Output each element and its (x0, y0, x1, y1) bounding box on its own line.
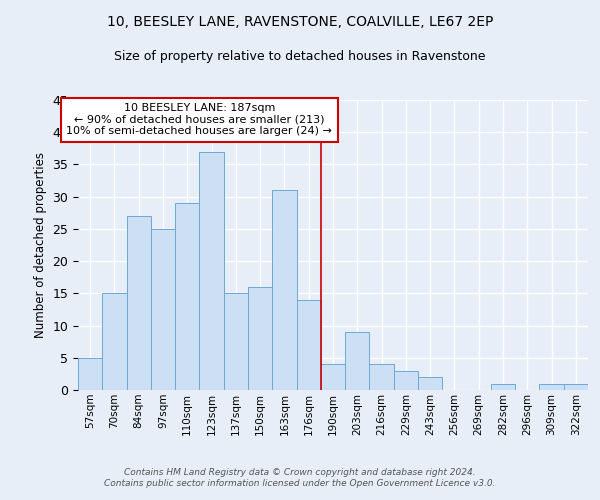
Bar (564, 384, 588, 390)
Bar (248, 287, 272, 390)
Bar (370, 364, 394, 390)
Bar (151, 229, 175, 390)
Bar (102, 294, 127, 390)
Text: Size of property relative to detached houses in Ravenstone: Size of property relative to detached ho… (114, 50, 486, 63)
Bar (224, 294, 248, 390)
Text: 10, BEESLEY LANE, RAVENSTONE, COALVILLE, LE67 2EP: 10, BEESLEY LANE, RAVENSTONE, COALVILLE,… (107, 15, 493, 29)
Bar (127, 216, 151, 390)
Bar (78, 358, 102, 390)
Bar (345, 332, 370, 390)
Bar (539, 384, 564, 390)
Bar (418, 377, 442, 390)
Bar (199, 152, 224, 390)
Bar (175, 203, 199, 390)
Y-axis label: Number of detached properties: Number of detached properties (34, 152, 47, 338)
Text: Contains HM Land Registry data © Crown copyright and database right 2024.
Contai: Contains HM Land Registry data © Crown c… (104, 468, 496, 487)
Bar (272, 190, 296, 390)
Bar (321, 364, 345, 390)
Bar (491, 384, 515, 390)
Bar (394, 370, 418, 390)
Text: 10 BEESLEY LANE: 187sqm
← 90% of detached houses are smaller (213)
10% of semi-d: 10 BEESLEY LANE: 187sqm ← 90% of detache… (67, 103, 332, 136)
Bar (296, 300, 321, 390)
